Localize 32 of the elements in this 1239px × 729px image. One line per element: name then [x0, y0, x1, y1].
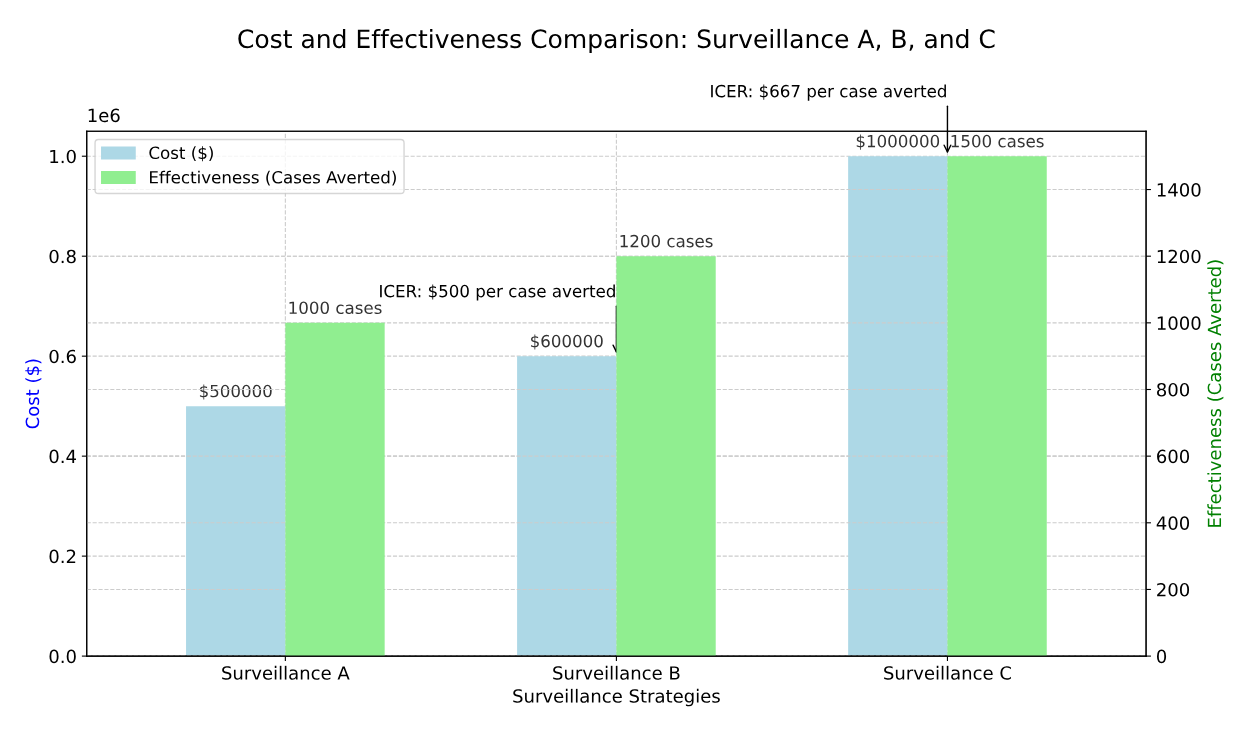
data-label: 1500 cases [951, 134, 1044, 148]
x-tick-label: Surveillance A [222, 665, 350, 680]
annotation: $500000 [199, 384, 272, 400]
y2-tick-label: 1400 [1157, 183, 1201, 197]
data-label: 1000 cases [289, 301, 382, 315]
y2-tick-label: 800 [1157, 382, 1190, 397]
y2-tick-label: 1200 [1157, 249, 1201, 264]
x-tick-label: Surveillance B [553, 665, 680, 680]
y-tick-label: 0.2 [49, 549, 76, 564]
chart-title: Cost and Effectiveness Comparison: Surveillance A, B, and C [238, 28, 995, 54]
y-tick-label: 0.4 [49, 449, 76, 464]
y2-axis-title: Effectiveness (Cases Averted) [1207, 260, 1224, 527]
annotation: ICER: $667 per case averted [711, 84, 946, 101]
x-tick-label: Surveillance C [884, 665, 1011, 680]
y-tick-label: 0.8 [49, 249, 76, 264]
y-tick-label: 0.6 [49, 349, 76, 364]
y2-tick-label: 1000 [1157, 316, 1201, 330]
legend-label: Effectiveness (Cases Averted) [150, 170, 396, 186]
x-axis-title: Surveillance Strategies [513, 688, 720, 707]
text: 1e6 [88, 108, 120, 123]
y2-tick-label: 200 [1157, 582, 1190, 597]
y-tick-label: 0.0 [49, 649, 76, 664]
y2-tick-label: 0 [1156, 649, 1167, 664]
data-label: 1200 cases [620, 234, 713, 248]
annotation: $600000 [531, 334, 603, 350]
y-axis-title: Cost ($) [25, 359, 42, 429]
y-tick-label: 1.0 [50, 149, 76, 164]
y2-tick-label: 600 [1157, 449, 1190, 464]
annotation: $1000000 [856, 134, 940, 150]
legend-label: Cost ($) [149, 146, 213, 162]
annotation: ICER: $500 per case averted [380, 284, 615, 301]
y2-tick-label: 400 [1156, 516, 1190, 530]
